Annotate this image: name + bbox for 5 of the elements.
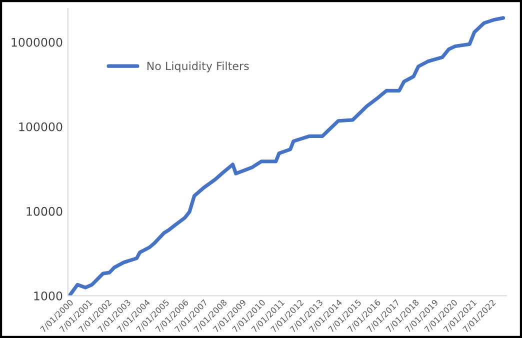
y-tick-label: 10000 xyxy=(26,206,62,216)
legend-label: No Liquidity Filters xyxy=(147,62,249,72)
y-tick-label: 1000 xyxy=(34,291,62,300)
y-tick-label: 100000 xyxy=(19,122,62,132)
y-tick-label: 1000000 xyxy=(12,38,62,47)
